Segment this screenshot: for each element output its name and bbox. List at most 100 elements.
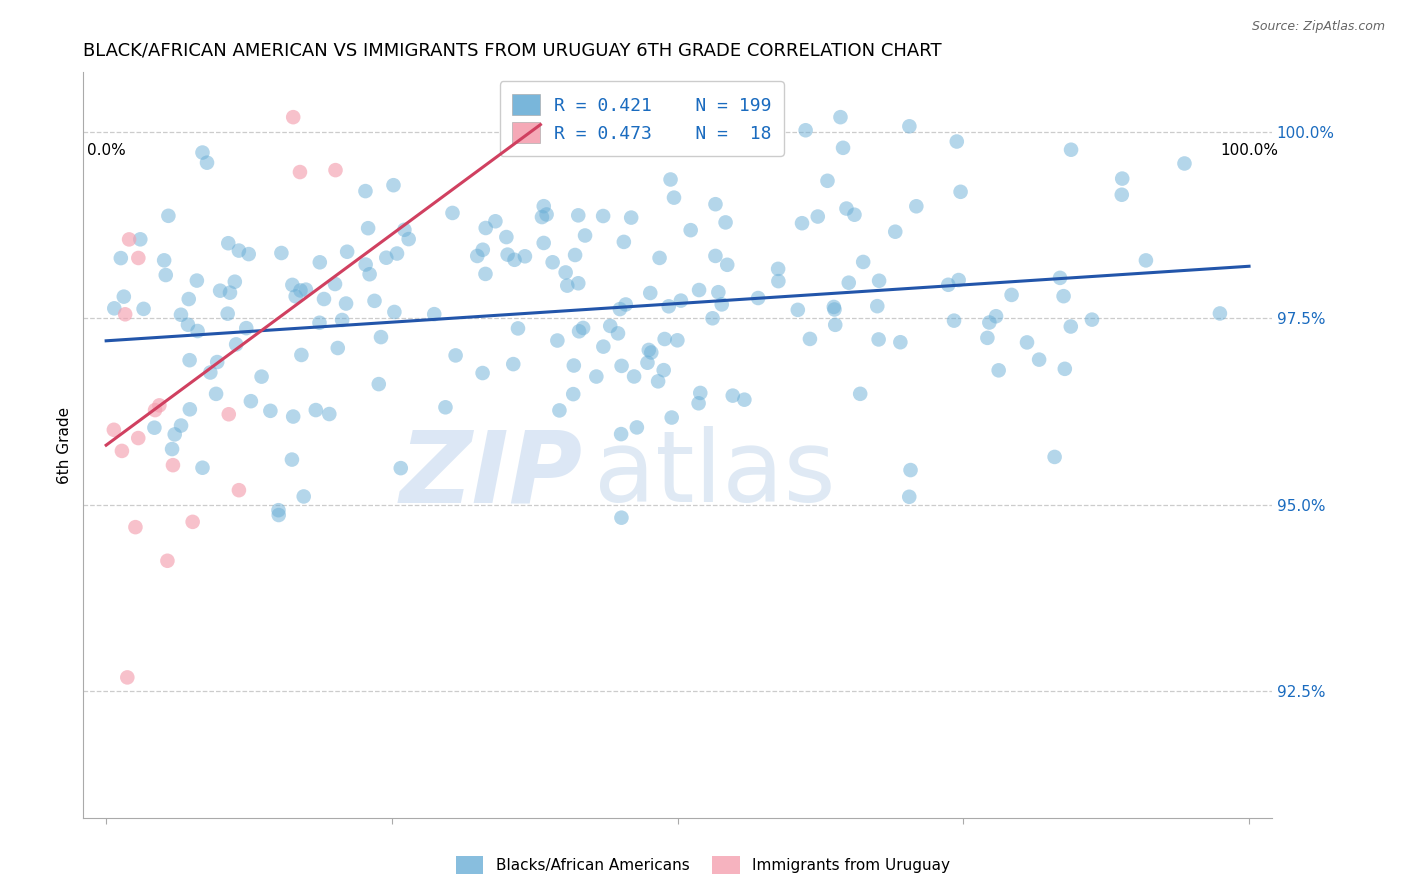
Point <box>987 363 1010 377</box>
Point <box>288 165 311 179</box>
Point <box>849 387 872 401</box>
Point <box>536 207 558 221</box>
Point <box>444 348 467 362</box>
Point <box>844 208 866 222</box>
Point <box>359 267 381 281</box>
Point <box>217 307 239 321</box>
Point <box>530 210 553 224</box>
Point <box>945 135 967 149</box>
Point <box>290 284 312 298</box>
Point <box>567 277 589 291</box>
Point <box>250 369 273 384</box>
Point <box>610 510 633 524</box>
Point <box>562 359 585 373</box>
Point <box>733 392 755 407</box>
Point <box>195 155 218 169</box>
Point <box>127 251 149 265</box>
Point <box>295 283 318 297</box>
Point <box>330 313 353 327</box>
Point <box>607 326 630 341</box>
Point <box>177 318 200 332</box>
Point <box>1043 450 1066 464</box>
Point <box>637 356 659 370</box>
Point <box>640 345 662 359</box>
Point <box>637 343 659 357</box>
Point <box>817 174 839 188</box>
Point <box>610 359 633 373</box>
Point <box>716 258 738 272</box>
Point <box>710 297 733 311</box>
Text: atlas: atlas <box>595 426 837 524</box>
Point <box>148 398 170 412</box>
Point <box>238 247 260 261</box>
Text: ZIP: ZIP <box>399 426 582 524</box>
Point <box>112 290 135 304</box>
Point <box>585 369 607 384</box>
Point <box>318 407 340 421</box>
Point <box>654 332 676 346</box>
Point <box>1111 187 1133 202</box>
Point <box>423 307 446 321</box>
Point <box>157 209 180 223</box>
Point <box>714 215 737 229</box>
Point <box>186 274 208 288</box>
Point <box>308 255 330 269</box>
Point <box>661 410 683 425</box>
Point <box>434 401 457 415</box>
Point <box>323 277 346 291</box>
Point <box>394 223 416 237</box>
Point <box>117 670 139 684</box>
Point <box>794 123 817 137</box>
Point <box>283 409 305 424</box>
Point <box>620 211 643 225</box>
Point <box>267 503 290 517</box>
Point <box>384 305 406 319</box>
Point <box>496 247 519 261</box>
Point <box>592 209 614 223</box>
Point <box>1015 335 1038 350</box>
Point <box>1060 319 1083 334</box>
Point <box>832 141 855 155</box>
Point <box>1081 312 1104 326</box>
Point <box>495 230 517 244</box>
Point <box>1000 288 1022 302</box>
Point <box>465 249 488 263</box>
Point <box>898 490 921 504</box>
Point <box>905 199 928 213</box>
Point <box>866 299 889 313</box>
Point <box>721 389 744 403</box>
Point <box>389 461 412 475</box>
Point <box>129 232 152 246</box>
Point <box>689 386 711 401</box>
Point <box>567 208 589 222</box>
Point <box>626 420 648 434</box>
Point <box>707 285 730 300</box>
Point <box>217 236 239 251</box>
Point <box>292 490 315 504</box>
Point <box>868 333 890 347</box>
Point <box>541 255 564 269</box>
Point <box>976 331 998 345</box>
Point <box>824 302 846 317</box>
Point <box>662 191 685 205</box>
Point <box>281 277 304 292</box>
Point <box>209 284 232 298</box>
Point <box>162 458 184 472</box>
Point <box>367 377 389 392</box>
Point <box>205 355 228 369</box>
Point <box>688 283 710 297</box>
Point <box>441 206 464 220</box>
Point <box>370 330 392 344</box>
Point <box>884 225 907 239</box>
Point <box>609 302 631 317</box>
Legend: R = 0.421    N = 199, R = 0.473    N =  18: R = 0.421 N = 199, R = 0.473 N = 18 <box>499 81 785 156</box>
Point <box>235 321 257 335</box>
Point <box>110 251 132 265</box>
Point <box>191 460 214 475</box>
Legend: Blacks/African Americans, Immigrants from Uruguay: Blacks/African Americans, Immigrants fro… <box>450 850 956 880</box>
Point <box>666 334 689 348</box>
Point <box>474 267 496 281</box>
Point <box>336 244 359 259</box>
Point <box>568 324 591 338</box>
Point <box>786 302 808 317</box>
